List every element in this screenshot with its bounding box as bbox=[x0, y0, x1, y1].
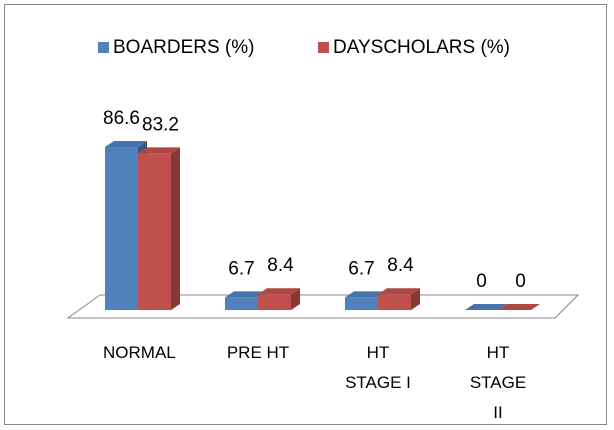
x-tick-label: HT STAGE I bbox=[338, 338, 418, 398]
value-label: 8.4 bbox=[267, 255, 294, 276]
bar-front bbox=[345, 297, 378, 310]
bar-top bbox=[105, 141, 147, 147]
bar-side bbox=[291, 288, 300, 310]
x-tick-label: NORMAL bbox=[98, 338, 178, 368]
bar bbox=[465, 304, 507, 310]
value-label: 83.2 bbox=[142, 114, 179, 135]
x-tick-text: PRE HT bbox=[226, 343, 290, 362]
bar-front bbox=[138, 153, 171, 310]
legend-swatch bbox=[318, 42, 329, 53]
bar-front bbox=[105, 147, 138, 310]
bar bbox=[498, 304, 540, 310]
bar bbox=[138, 147, 180, 310]
x-tick-text: HT STAGE II bbox=[469, 343, 527, 422]
bar-top bbox=[465, 304, 507, 310]
bar-top bbox=[225, 291, 267, 298]
value-label: 8.4 bbox=[387, 255, 414, 276]
bar-top bbox=[258, 288, 300, 295]
x-tick-text: HT STAGE I bbox=[345, 343, 411, 392]
bar-top bbox=[345, 291, 387, 298]
bar bbox=[258, 288, 300, 310]
floor bbox=[66, 294, 580, 319]
x-tick-text: NORMAL bbox=[103, 343, 176, 362]
x-tick-label: HT STAGE II bbox=[458, 338, 538, 428]
value-label: 6.7 bbox=[228, 258, 254, 279]
bar-side bbox=[171, 147, 180, 310]
bar-top bbox=[378, 288, 420, 295]
bar bbox=[378, 288, 420, 310]
value-label: 86.6 bbox=[103, 108, 140, 129]
bar-front bbox=[378, 294, 411, 310]
legend-swatch bbox=[98, 42, 109, 53]
value-label: 6.7 bbox=[348, 258, 374, 279]
bar-side bbox=[411, 288, 420, 310]
bar-top bbox=[498, 304, 540, 310]
x-tick-label: PRE HT bbox=[218, 338, 298, 368]
legend-label: BOARDERS (%) bbox=[113, 37, 254, 58]
value-label: 0 bbox=[515, 271, 526, 292]
bar-front bbox=[258, 294, 291, 310]
bar-top bbox=[138, 147, 180, 154]
legend-label: DAYSCHOLARS (%) bbox=[333, 37, 510, 58]
value-label: 0 bbox=[476, 271, 487, 292]
bar-front bbox=[225, 297, 258, 310]
chart-frame bbox=[4, 4, 607, 425]
